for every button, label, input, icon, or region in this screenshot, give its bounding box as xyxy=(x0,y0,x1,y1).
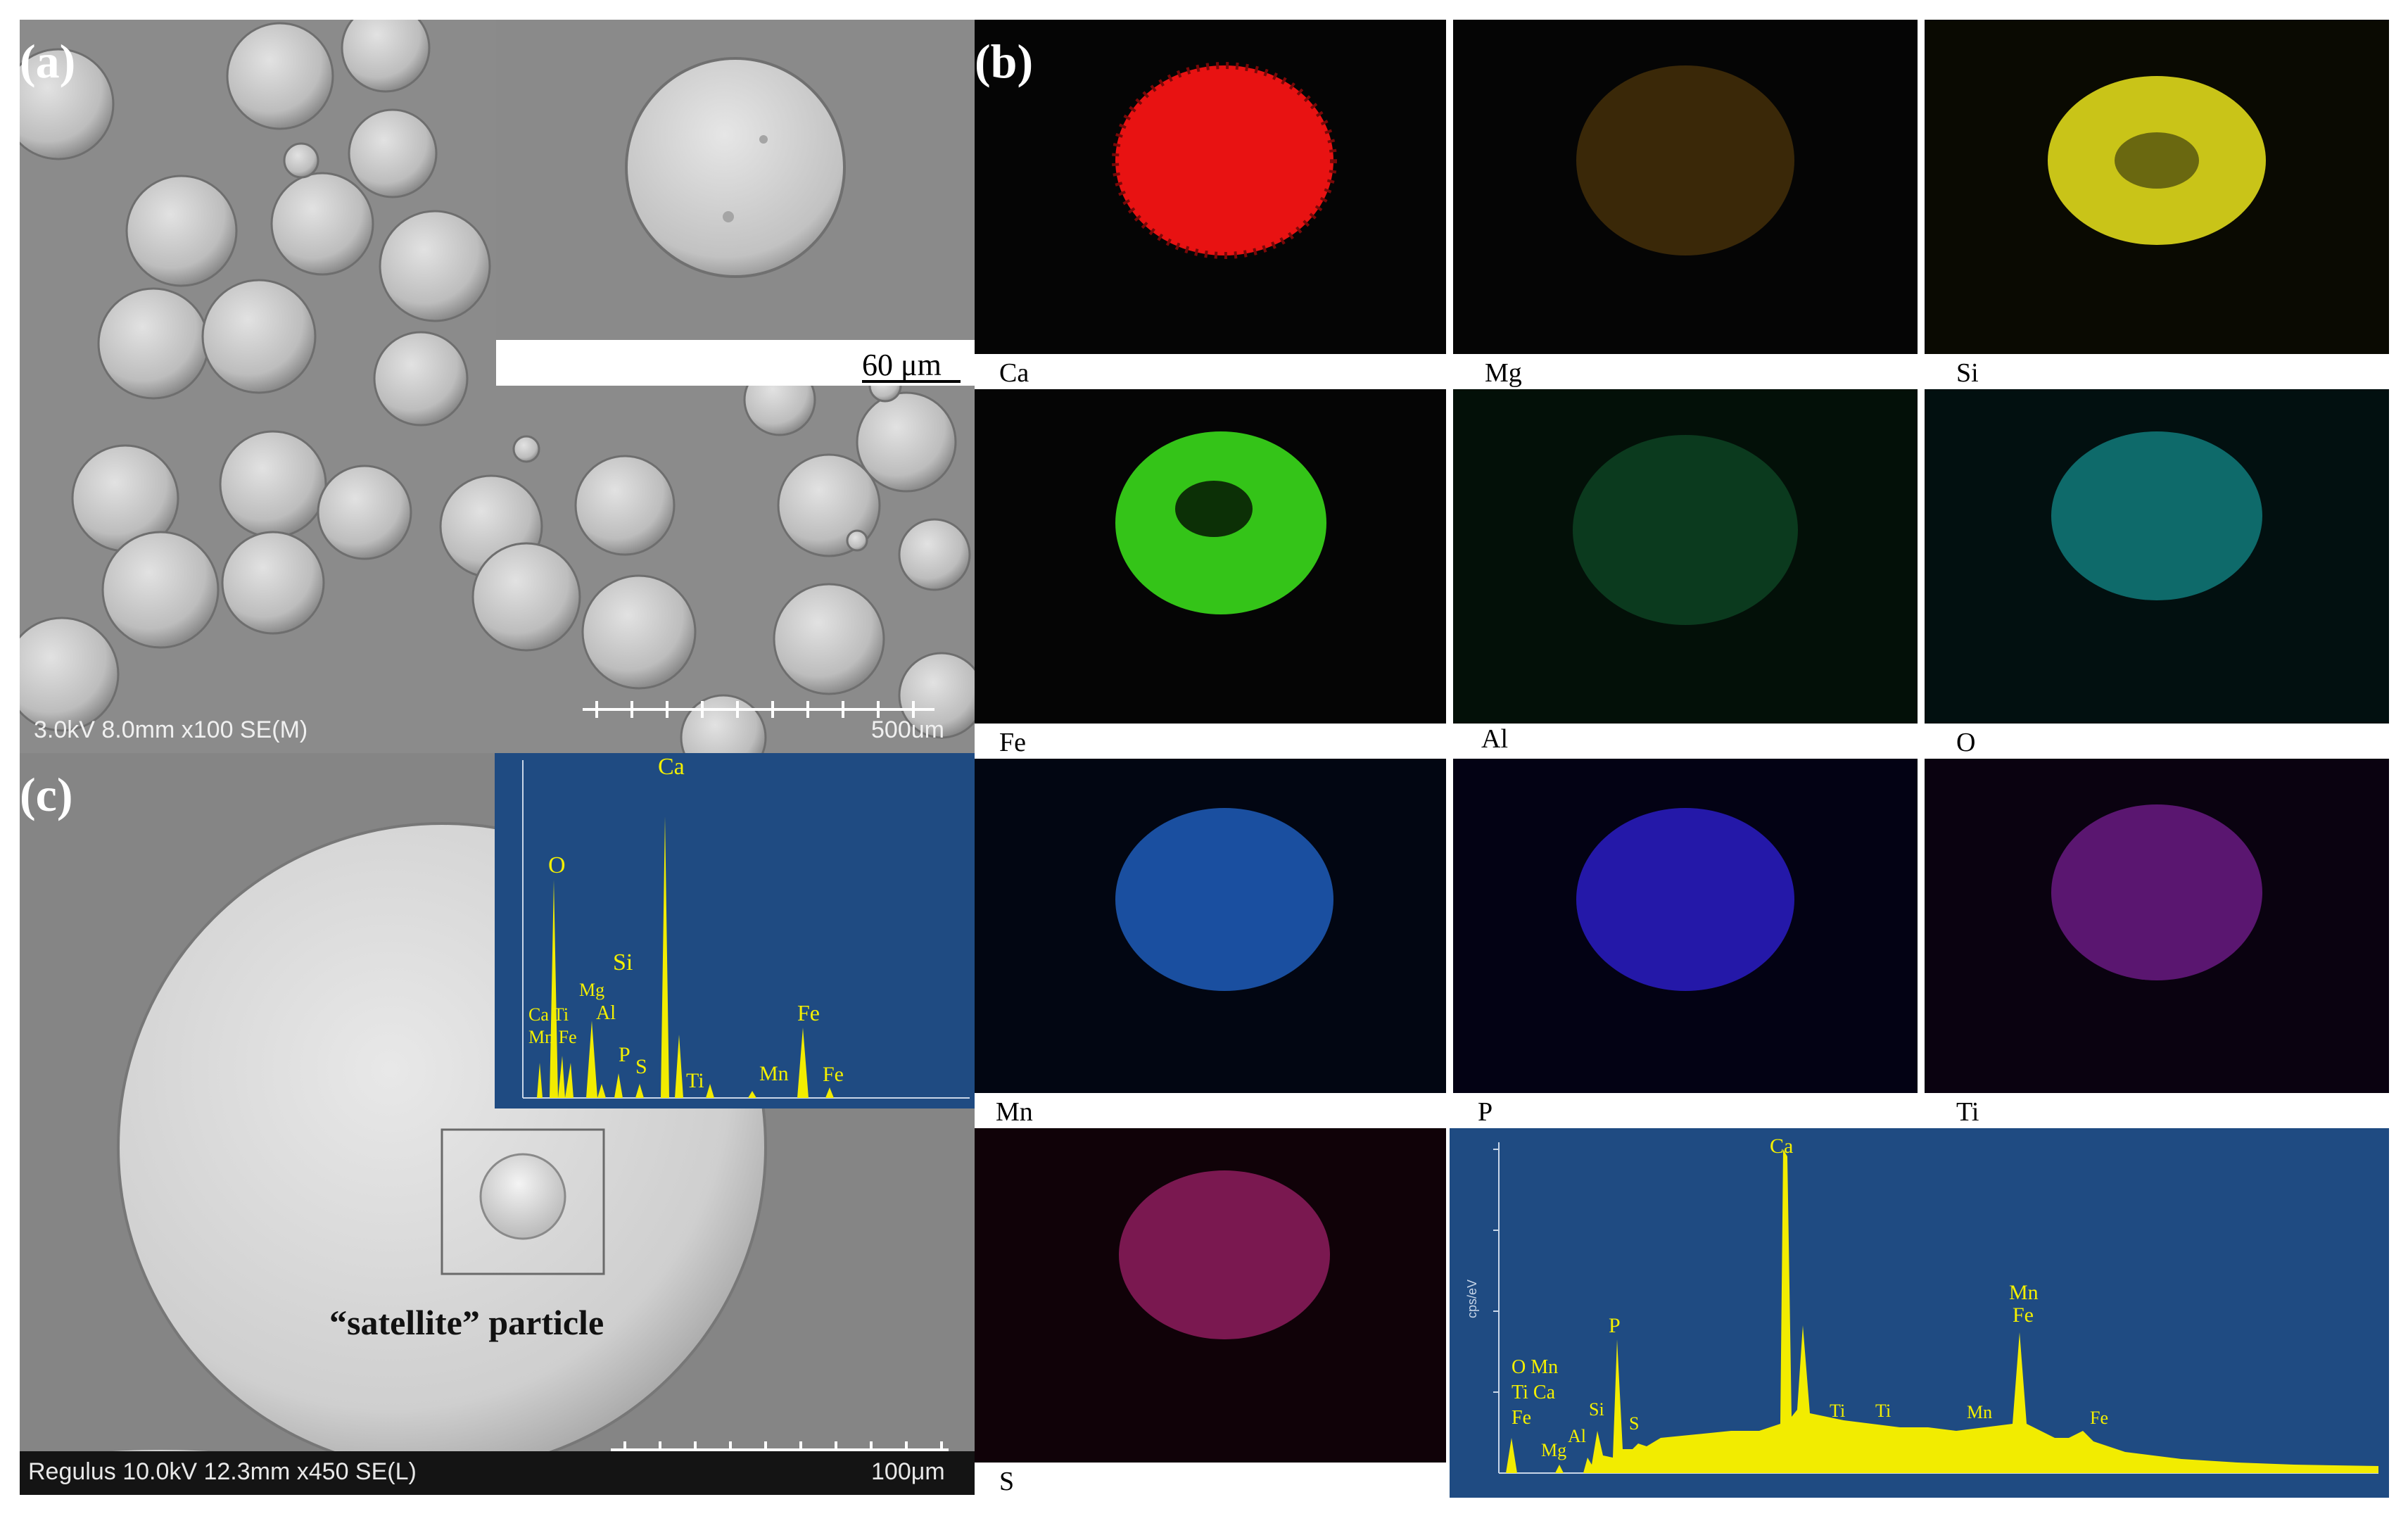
map-mn xyxy=(975,759,1446,1093)
map-mg xyxy=(1453,20,1918,354)
large-label-fe1: Fe xyxy=(2013,1303,2034,1327)
map-label-s: S xyxy=(999,1467,1015,1496)
panel-b: (b) Ca Mg Si Fe Al O Mn P Ti S xyxy=(975,20,2389,1498)
map-s xyxy=(975,1128,1446,1463)
large-label-fe2: Fe xyxy=(2090,1408,2108,1428)
spectrum-large-ylabel: cps/eV xyxy=(1465,1280,1479,1318)
large-label-omn: O Mn xyxy=(1512,1356,1558,1378)
small-label-al: Al xyxy=(596,1002,616,1024)
map-si xyxy=(1925,20,2389,354)
map-label-si: Si xyxy=(1956,358,1979,388)
small-label-mnfe: Mn Fe xyxy=(528,1027,577,1047)
map-ca xyxy=(975,20,1446,354)
panel-c-info: Regulus 10.0kV 12.3mm x450 SE(L) xyxy=(28,1458,417,1485)
small-label-p: P xyxy=(619,1043,630,1066)
small-label-fe1: Fe xyxy=(797,1000,820,1025)
small-label-ti: Ti xyxy=(686,1069,704,1092)
satellite-annotation: “satellite” particle xyxy=(329,1303,604,1342)
map-fe xyxy=(975,389,1446,724)
spectrum-large-labels: Ca P Si Al Mg S Ti Ti Mn Mn Fe Fe O Mn T… xyxy=(1512,1135,2108,1460)
panel-b-letter: (b) xyxy=(975,34,1034,88)
large-label-tica: Ti Ca xyxy=(1512,1382,1556,1403)
inset-scale-bar xyxy=(862,380,961,383)
panel-c-sem-image: (c) “satellite” particle Regulus 10.0kV … xyxy=(20,753,975,1495)
map-label-al: Al xyxy=(1481,724,1508,754)
map-label-ti: Ti xyxy=(1956,1097,1979,1127)
map-label-p: P xyxy=(1478,1097,1493,1127)
spectrum-small-labels: Ca O Si Mg Ca Ti Mn Fe Al P S Ti Mn Fe F… xyxy=(528,754,844,1092)
map-label-fe: Fe xyxy=(999,728,1026,757)
large-label-fe0: Fe xyxy=(1512,1407,1531,1429)
small-label-mg: Mg xyxy=(579,980,604,1000)
spectrum-large: cps/eV Ca P Si Al Mg S Ti Ti Mn Mn Fe Fe… xyxy=(1450,1128,2389,1498)
small-label-ca: Ca xyxy=(658,754,685,780)
map-ti xyxy=(1925,759,2389,1093)
small-label-s: S xyxy=(635,1055,647,1078)
panel-a-scale-label: 500um xyxy=(871,716,944,743)
panel-a-info: 3.0kV 8.0mm x100 SE(M) xyxy=(34,716,308,743)
small-label-mn: Mn xyxy=(759,1062,789,1085)
panel-a-letter: (a) xyxy=(20,34,76,88)
panel-c-letter: (c) xyxy=(20,768,73,821)
inset-sem-image xyxy=(496,20,975,340)
large-label-al: Al xyxy=(1568,1426,1586,1446)
small-label-si: Si xyxy=(613,949,633,975)
small-label-o: O xyxy=(548,852,566,878)
large-label-si: Si xyxy=(1589,1399,1604,1420)
map-label-mg: Mg xyxy=(1485,358,1522,388)
small-label-cati: Ca Ti xyxy=(528,1004,569,1025)
map-al xyxy=(1453,389,1918,724)
panel-a-sem-image: (a) 3.0kV 8.0mm x100 SE(M) 500um 60 μm xyxy=(20,20,975,753)
map-label-o: O xyxy=(1956,728,1976,757)
large-label-ti1: Ti xyxy=(1830,1401,1845,1421)
large-label-s: S xyxy=(1629,1413,1639,1434)
single-particle-graphic xyxy=(625,57,846,278)
large-label-ca: Ca xyxy=(1770,1135,1793,1158)
map-o xyxy=(1925,389,2389,724)
large-label-ti2: Ti xyxy=(1875,1401,1891,1421)
panel-c-info-bar: Regulus 10.0kV 12.3mm x450 SE(L) 100μm xyxy=(20,1451,975,1495)
map-label-ca: Ca xyxy=(999,358,1029,388)
large-label-mn2: Mn xyxy=(2009,1281,2039,1304)
large-label-mg: Mg xyxy=(1541,1440,1566,1460)
panel-a-inset: 60 μm xyxy=(496,20,975,386)
spectrum-small: Ca O Si Mg Ca Ti Mn Fe Al P S Ti Mn Fe F… xyxy=(495,753,975,1108)
small-label-fe2: Fe xyxy=(823,1063,844,1086)
map-label-mn: Mn xyxy=(996,1097,1033,1127)
panel-c-scale-label: 100μm xyxy=(871,1458,945,1485)
satellite-highlight-box xyxy=(441,1128,605,1275)
large-label-p: P xyxy=(1609,1314,1621,1337)
large-label-mn1: Mn xyxy=(1967,1402,1992,1422)
map-p xyxy=(1453,759,1918,1093)
inset-scale-label: 60 μm xyxy=(862,348,942,382)
